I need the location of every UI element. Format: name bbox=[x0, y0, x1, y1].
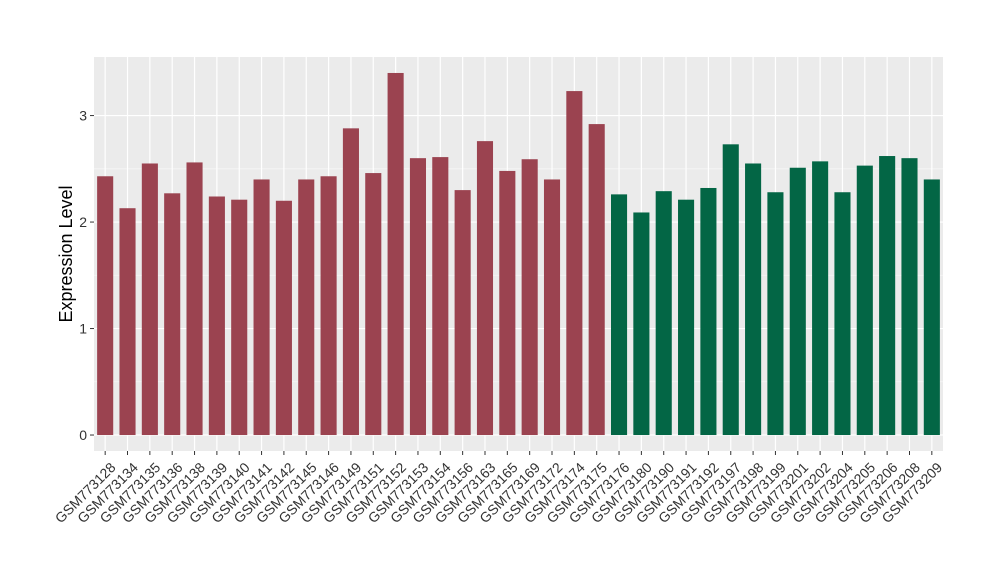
bar-GSM773146 bbox=[320, 176, 337, 436]
bar-GSM773142 bbox=[275, 200, 292, 436]
bar-GSM773136 bbox=[164, 193, 181, 436]
bar-GSM773205 bbox=[856, 165, 873, 436]
bar-GSM773145 bbox=[298, 179, 315, 436]
y-axis-title: Expression Level bbox=[56, 185, 76, 322]
bar-GSM773201 bbox=[789, 167, 806, 436]
bar-GSM773154 bbox=[432, 157, 449, 436]
bar-GSM773174 bbox=[566, 91, 583, 436]
y-tick-label: 3 bbox=[79, 108, 87, 124]
bar-GSM773191 bbox=[678, 199, 695, 436]
bar-GSM773197 bbox=[722, 144, 739, 436]
bar-GSM773180 bbox=[633, 212, 650, 436]
bar-GSM773134 bbox=[119, 208, 136, 436]
y-tick-label: 2 bbox=[79, 214, 87, 230]
bars bbox=[97, 72, 940, 436]
bar-GSM773169 bbox=[521, 159, 538, 436]
y-axis: 0 1 2 3 bbox=[79, 108, 94, 443]
bar-GSM773138 bbox=[186, 162, 203, 436]
bar-GSM773209 bbox=[923, 179, 940, 436]
bar-GSM773163 bbox=[476, 141, 494, 436]
bar-GSM773156 bbox=[454, 190, 471, 436]
bar-GSM773128 bbox=[97, 176, 114, 436]
bar-GSM773165 bbox=[499, 170, 516, 436]
bar-GSM773199 bbox=[767, 192, 784, 436]
bar-GSM773198 bbox=[745, 163, 762, 436]
bar-GSM773175 bbox=[588, 124, 605, 436]
bar-GSM773135 bbox=[141, 163, 158, 436]
x-axis: GSM773128GSM773134GSM773135GSM773136GSM7… bbox=[52, 451, 945, 526]
bar-GSM773204 bbox=[834, 192, 851, 436]
bar-GSM773192 bbox=[700, 187, 717, 436]
bar-GSM773141 bbox=[253, 179, 270, 436]
bar-GSM773176 bbox=[610, 194, 628, 436]
bar-GSM773190 bbox=[655, 191, 672, 436]
bar-GSM773172 bbox=[543, 179, 561, 436]
bar-GSM773149 bbox=[342, 128, 359, 436]
bar-GSM773139 bbox=[208, 196, 225, 436]
y-tick-label: 1 bbox=[79, 321, 87, 337]
bar-GSM773153 bbox=[409, 158, 427, 436]
bar-GSM773152 bbox=[387, 72, 404, 436]
bar-GSM773140 bbox=[231, 199, 248, 436]
bar-GSM773208 bbox=[901, 158, 918, 436]
bar-GSM773151 bbox=[365, 173, 382, 436]
bar-GSM773202 bbox=[812, 161, 829, 436]
bar-GSM773206 bbox=[879, 156, 896, 436]
y-tick-label: 0 bbox=[79, 427, 87, 443]
